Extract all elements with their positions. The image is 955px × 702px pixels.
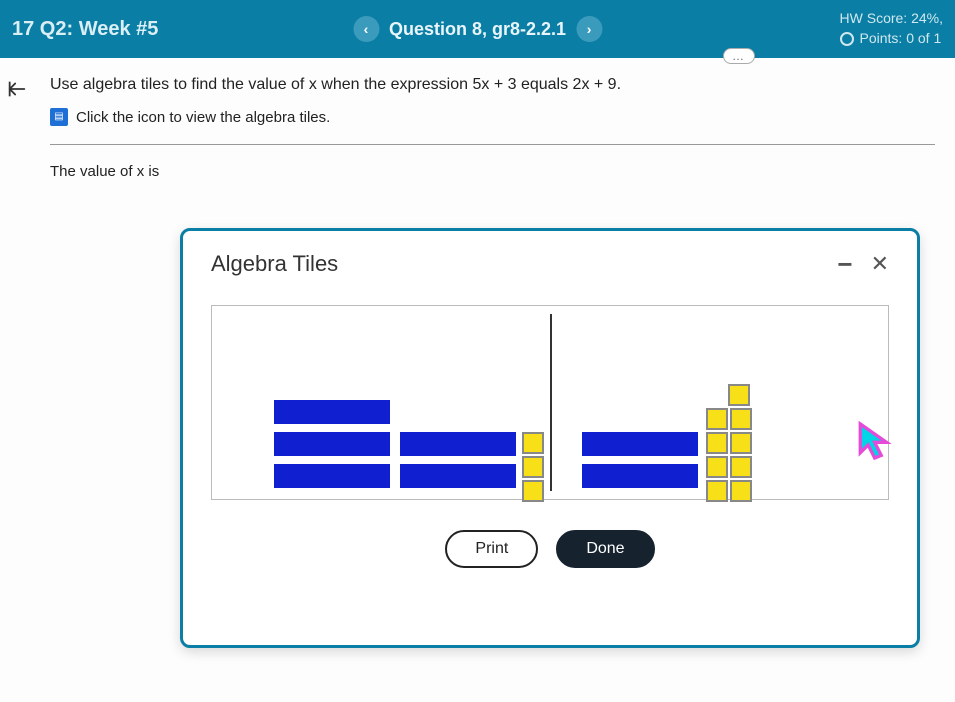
unit-tile[interactable] [728, 384, 750, 406]
unit-tile[interactable] [522, 432, 544, 454]
done-button[interactable]: Done [556, 530, 654, 568]
unit-tile[interactable] [706, 432, 728, 454]
content-area: Use algebra tiles to find the value of x… [0, 58, 955, 702]
points-text: Points: 0 of 1 [860, 29, 942, 49]
tiles-link-text[interactable]: Click the icon to view the algebra tiles… [76, 109, 330, 126]
unit-tile[interactable] [730, 432, 752, 454]
unit-tile[interactable] [706, 408, 728, 430]
tile-stage [211, 305, 889, 500]
modal-button-row: Print Done [211, 530, 889, 568]
x-tile[interactable] [398, 462, 518, 490]
modal-header: Algebra Tiles − ✕ [211, 251, 889, 277]
tiles-link-row: ▤ Click the icon to view the algebra til… [50, 108, 935, 126]
right-pane [550, 306, 888, 499]
unit-tile[interactable] [730, 480, 752, 502]
unit-tile[interactable] [730, 408, 752, 430]
x-tile[interactable] [580, 462, 700, 490]
score-box: HW Score: 24%, Points: 0 of 1 [840, 9, 943, 48]
unit-tile[interactable] [522, 456, 544, 478]
x-tile[interactable] [272, 462, 392, 490]
answer-prompt: The value of x is [50, 163, 935, 180]
unit-tile[interactable] [706, 456, 728, 478]
next-question-button[interactable]: › [576, 16, 602, 42]
unit-tile[interactable] [706, 480, 728, 502]
top-bar: 17 Q2: Week #5 ‹ Question 8, gr8-2.2.1 ›… [0, 0, 955, 58]
x-tile[interactable] [272, 430, 392, 458]
question-nav: ‹ Question 8, gr8-2.2.1 › [353, 16, 602, 42]
unit-tile[interactable] [522, 480, 544, 502]
algebra-tiles-modal: Algebra Tiles − ✕ Print Done [180, 228, 920, 648]
question-label: Question 8, gr8-2.2.1 [389, 19, 566, 40]
prev-question-button[interactable]: ‹ [353, 16, 379, 42]
left-pane [212, 306, 550, 499]
modal-title: Algebra Tiles [211, 251, 338, 277]
x-tile[interactable] [580, 430, 700, 458]
section-divider [50, 144, 935, 145]
back-arrow-button[interactable] [6, 78, 28, 100]
print-button[interactable]: Print [445, 530, 538, 568]
points-circle-icon [840, 32, 854, 46]
book-icon[interactable]: ▤ [50, 108, 68, 126]
assignment-title: 17 Q2: Week #5 [12, 18, 158, 41]
x-tile[interactable] [398, 430, 518, 458]
more-options-pill[interactable]: … [723, 48, 755, 64]
hw-score-text: HW Score: 24%, [840, 9, 943, 29]
question-text: Use algebra tiles to find the value of x… [50, 76, 935, 94]
close-icon[interactable]: ✕ [871, 251, 889, 277]
x-tile[interactable] [272, 398, 392, 426]
unit-tile[interactable] [730, 456, 752, 478]
